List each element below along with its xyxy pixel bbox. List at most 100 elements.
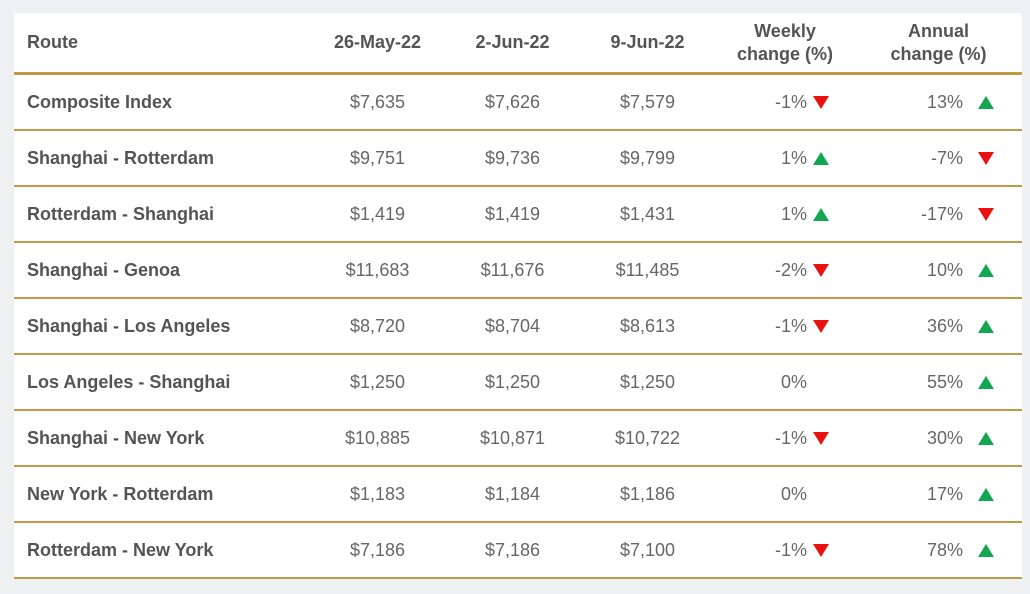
rate-value: $1,250 (310, 354, 445, 411)
rate-value: $1,419 (310, 186, 445, 243)
rate-value: $1,431 (580, 186, 715, 243)
weekly-change-cell: -1% (715, 92, 855, 113)
route-name: Shanghai - Los Angeles (14, 298, 310, 355)
table-row: Rotterdam - New York $7,186 $7,186 $7,10… (14, 522, 1022, 579)
table-row: Composite Index $7,635 $7,626 $7,579 -1%… (14, 73, 1022, 131)
header-annual-line1: Annual (908, 20, 969, 41)
trend-icon (978, 319, 994, 333)
annual-change-cell: 55% (855, 372, 1022, 393)
header-date-2: 2-Jun-22 (445, 13, 580, 75)
table-row: Shanghai - Rotterdam $9,751 $9,736 $9,79… (14, 130, 1022, 187)
freight-rates-table: Route 26-May-22 2-Jun-22 9-Jun-22 Weekly… (14, 13, 1022, 579)
rate-value: $8,704 (445, 298, 580, 355)
rate-value: $8,613 (580, 298, 715, 355)
annual-change-cell: -17% (855, 204, 1022, 225)
header-weekly-line2: change (%) (736, 43, 833, 64)
annual-change-value: 36% (926, 315, 963, 336)
rate-value: $11,683 (310, 242, 445, 299)
rate-value: $1,250 (445, 354, 580, 411)
route-name: Shanghai - Rotterdam (14, 130, 310, 187)
trend-icon (978, 375, 994, 389)
table-row: Rotterdam - Shanghai $1,419 $1,419 $1,43… (14, 186, 1022, 243)
weekly-change-value: 0% (780, 483, 807, 504)
weekly-change-cell: -1% (715, 316, 855, 337)
route-name: New York - Rotterdam (14, 466, 310, 523)
rate-value: $10,885 (310, 410, 445, 467)
annual-change-value: 10% (926, 259, 963, 280)
weekly-change-value: -2% (774, 259, 807, 280)
rate-value: $9,736 (445, 130, 580, 187)
trend-icon (978, 431, 994, 445)
trend-icon (978, 487, 994, 501)
weekly-change-cell: 0% (715, 484, 855, 505)
rate-value: $11,676 (445, 242, 580, 299)
weekly-change-cell: 0% (715, 372, 855, 393)
weekly-change-value: 0% (780, 371, 807, 392)
annual-change-cell: 30% (855, 428, 1022, 449)
trend-icon (813, 319, 829, 333)
trend-icon (813, 543, 829, 557)
header-annual-line2: change (%) (890, 43, 987, 64)
trend-icon (813, 95, 829, 109)
annual-change-cell: 36% (855, 316, 1022, 337)
header-row: Route 26-May-22 2-Jun-22 9-Jun-22 Weekly… (14, 13, 1022, 75)
header-weekly-line1: Weekly (754, 20, 816, 41)
annual-change-value: -7% (930, 147, 963, 168)
rate-value: $7,186 (310, 522, 445, 579)
trend-icon (978, 263, 994, 277)
weekly-change-cell: -1% (715, 540, 855, 561)
trend-icon (813, 263, 829, 277)
route-name: Rotterdam - Shanghai (14, 186, 310, 243)
rate-value: $1,419 (445, 186, 580, 243)
table-row: Los Angeles - Shanghai $1,250 $1,250 $1,… (14, 354, 1022, 411)
table-row: Shanghai - Los Angeles $8,720 $8,704 $8,… (14, 298, 1022, 355)
header-annual-change: Annual change (%) (855, 13, 1022, 75)
rate-value: $7,626 (445, 73, 580, 131)
rate-value: $1,183 (310, 466, 445, 523)
header-date-3: 9-Jun-22 (580, 13, 715, 75)
rates-table-card: Route 26-May-22 2-Jun-22 9-Jun-22 Weekly… (14, 13, 1022, 579)
trend-icon (813, 207, 829, 221)
rate-value: $7,579 (580, 73, 715, 131)
annual-change-value: 30% (926, 427, 963, 448)
table-row: New York - Rotterdam $1,183 $1,184 $1,18… (14, 466, 1022, 523)
annual-change-value: 13% (926, 91, 963, 112)
rate-value: $9,751 (310, 130, 445, 187)
route-name: Los Angeles - Shanghai (14, 354, 310, 411)
annual-change-cell: 17% (855, 484, 1022, 505)
trend-icon (978, 151, 994, 165)
rate-value: $8,720 (310, 298, 445, 355)
trend-icon (813, 431, 829, 445)
route-name: Shanghai - Genoa (14, 242, 310, 299)
rate-value: $9,799 (580, 130, 715, 187)
annual-change-value: 78% (926, 539, 963, 560)
rate-value: $1,186 (580, 466, 715, 523)
rate-value: $10,722 (580, 410, 715, 467)
route-name: Rotterdam - New York (14, 522, 310, 579)
weekly-change-cell: 1% (715, 148, 855, 169)
header-date-1: 26-May-22 (310, 13, 445, 75)
trend-icon (978, 207, 994, 221)
weekly-change-value: -1% (774, 427, 807, 448)
annual-change-value: -17% (920, 203, 963, 224)
weekly-change-cell: -1% (715, 428, 855, 449)
route-name: Shanghai - New York (14, 410, 310, 467)
weekly-change-value: -1% (774, 315, 807, 336)
annual-change-cell: 13% (855, 92, 1022, 113)
weekly-change-cell: 1% (715, 204, 855, 225)
rate-value: $1,250 (580, 354, 715, 411)
rate-value: $10,871 (445, 410, 580, 467)
weekly-change-value: -1% (774, 91, 807, 112)
weekly-change-value: 1% (780, 147, 807, 168)
trend-icon (813, 151, 829, 165)
annual-change-cell: -7% (855, 148, 1022, 169)
trend-icon (978, 543, 994, 557)
header-route: Route (14, 13, 310, 75)
header-weekly-change: Weekly change (%) (715, 13, 855, 75)
route-name: Composite Index (14, 73, 310, 131)
annual-change-value: 55% (926, 371, 963, 392)
trend-icon (978, 95, 994, 109)
weekly-change-value: 1% (780, 203, 807, 224)
weekly-change-value: -1% (774, 539, 807, 560)
weekly-change-cell: -2% (715, 260, 855, 281)
